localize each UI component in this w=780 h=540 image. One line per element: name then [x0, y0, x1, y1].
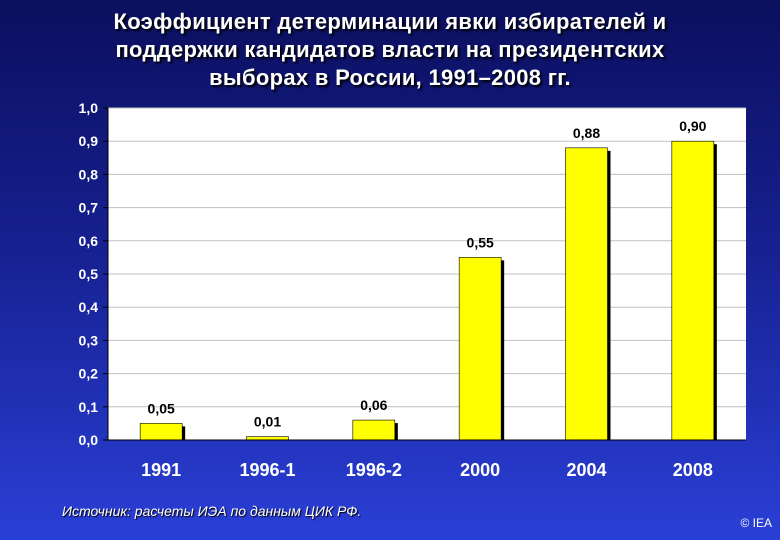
data-label: 0,06 [360, 397, 387, 413]
x-tick-label: 1996-2 [346, 460, 402, 480]
data-label: 0,05 [148, 400, 175, 416]
y-tick-label: 0,5 [79, 266, 99, 282]
data-labels: 0,05 0,01 0,06 0,55 0,88 0,90 [148, 118, 707, 429]
y-axis-ticks: 0,0 0,1 0,2 0,3 0,4 0,5 0,6 0,7 0,8 0,9 1,0 [79, 100, 108, 448]
data-label: 0,88 [573, 125, 600, 141]
y-tick-label: 0,6 [79, 233, 99, 249]
source-note: Источник: расчеты ИЭА по данным ЦИК РФ. [62, 503, 362, 519]
y-tick-label: 0,8 [79, 166, 99, 182]
y-tick-label: 0,1 [79, 399, 99, 415]
chart-title: Коэффициент детерминации явки избирателе… [113, 9, 667, 90]
data-label: 0,90 [679, 118, 706, 134]
bar [458, 257, 502, 441]
y-tick-label: 0,7 [79, 200, 99, 216]
bar [139, 423, 183, 441]
bar [671, 140, 715, 441]
copyright: © IEA [740, 516, 772, 530]
data-label: 0,01 [254, 414, 281, 430]
gridlines [108, 107, 746, 408]
data-label: 0,55 [467, 234, 494, 250]
y-tick-label: 1,0 [79, 100, 99, 116]
bar [352, 419, 396, 441]
x-tick-label: 2000 [460, 460, 500, 480]
x-tick-label: 2004 [566, 460, 606, 480]
bar [565, 147, 608, 441]
y-tick-label: 0,9 [79, 133, 99, 149]
x-tick-label: 1991 [141, 460, 181, 480]
y-tick-label: 0,3 [79, 332, 99, 348]
y-tick-label: 0,4 [79, 299, 99, 315]
bars [139, 140, 717, 441]
y-tick-label: 0,0 [79, 432, 99, 448]
x-tick-label: 2008 [673, 460, 713, 480]
x-axis-ticks: 1991 1996-1 1996-2 2000 2004 2008 [141, 460, 713, 480]
x-tick-label: 1996-1 [239, 460, 295, 480]
y-tick-label: 0,2 [79, 366, 99, 382]
